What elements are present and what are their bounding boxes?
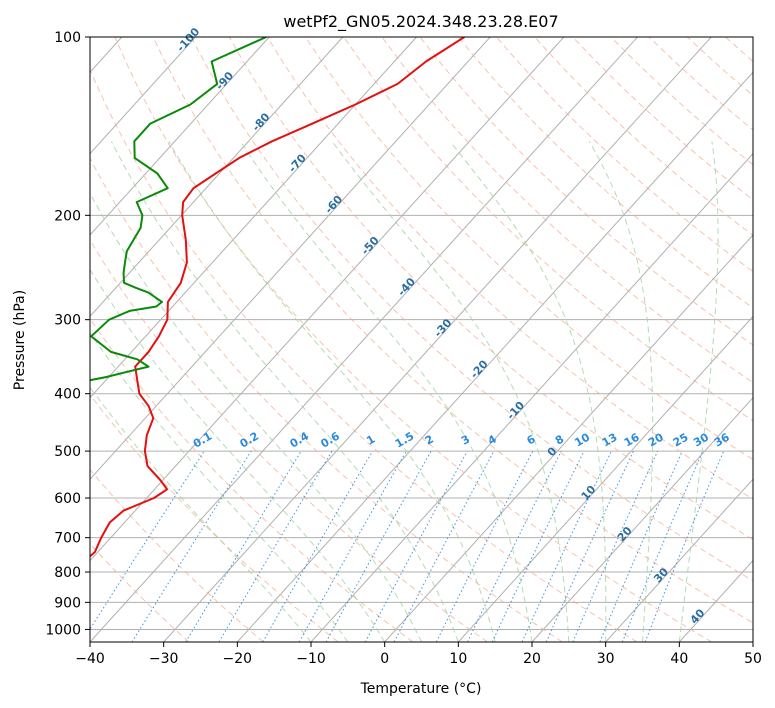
y-tick-label: 500 bbox=[54, 444, 81, 460]
isotherm-gridline bbox=[605, 478, 753, 642]
isotherm-gridline bbox=[90, 37, 417, 399]
isotherm-gridline bbox=[90, 37, 638, 642]
x-tick-label: 50 bbox=[744, 651, 762, 667]
moist-adiabat bbox=[240, 141, 533, 642]
chart-title: wetPf2_GN05.2024.348.23.28.E07 bbox=[283, 12, 558, 32]
mixing-ratio-line bbox=[185, 450, 302, 642]
y-tick-label: 600 bbox=[54, 491, 81, 507]
isotherm-gridline bbox=[90, 37, 344, 318]
x-tick-label: 40 bbox=[670, 651, 688, 667]
dry-adiabat bbox=[267, 37, 753, 500]
isotherm-gridline bbox=[90, 37, 491, 480]
mixing-ratio-line bbox=[467, 450, 562, 642]
dry-adiabat bbox=[90, 239, 488, 642]
dry-adiabat bbox=[228, 37, 753, 541]
mixing-ratio-line bbox=[364, 450, 468, 642]
x-tick-label: 10 bbox=[449, 651, 467, 667]
y-tick-label: 800 bbox=[54, 565, 81, 581]
y-tick-label: 1000 bbox=[45, 622, 81, 638]
y-tick-label: 700 bbox=[54, 531, 81, 547]
mixing-ratio-line bbox=[435, 450, 534, 642]
dewpoint-profile bbox=[90, 37, 267, 382]
background-lines bbox=[90, 37, 753, 642]
temperature-profile bbox=[90, 37, 465, 558]
x-tick-label: −10 bbox=[296, 651, 326, 667]
isotherm-gridline bbox=[90, 37, 270, 236]
x-tick-label: −20 bbox=[223, 651, 253, 667]
isotherm-gridline bbox=[457, 315, 753, 642]
dry-adiabat bbox=[152, 37, 753, 624]
x-tick-label: 20 bbox=[523, 651, 541, 667]
isotherm-gridline bbox=[384, 234, 753, 642]
isotherm-gridline bbox=[531, 397, 753, 642]
moist-adiabat bbox=[588, 141, 654, 642]
mixing-ratio-line bbox=[572, 450, 659, 642]
dry-adiabat bbox=[190, 37, 753, 582]
y-axis-title: Pressure (hPa) bbox=[12, 290, 28, 390]
mixing-ratio-line bbox=[644, 450, 725, 642]
moist-adiabat bbox=[90, 386, 312, 642]
x-tick-label: −40 bbox=[75, 651, 105, 667]
isotherm-gridline bbox=[236, 71, 753, 642]
isotherm-gridline bbox=[90, 37, 196, 155]
y-tick-label: 200 bbox=[54, 208, 81, 224]
mixing-ratio-line bbox=[325, 450, 432, 642]
profiles bbox=[90, 37, 465, 558]
moist-adiabat bbox=[168, 141, 496, 642]
mixing-ratio-line bbox=[599, 450, 683, 642]
y-tick-label: 300 bbox=[54, 313, 81, 329]
isotherm-gridline bbox=[163, 37, 712, 642]
isotherm-gridline bbox=[310, 152, 753, 642]
mixing-ratio-line bbox=[90, 450, 205, 631]
mixing-ratio-line bbox=[621, 450, 704, 642]
x-axis: −40 −30 −20 −10 0 10 20 30 40 50 bbox=[75, 642, 762, 667]
dry-adiabat bbox=[90, 393, 339, 642]
isotherm-gridline bbox=[90, 37, 565, 562]
mixing-ratio-line bbox=[298, 450, 407, 642]
dry-adiabat bbox=[457, 37, 753, 309]
moist-adiabat bbox=[90, 192, 422, 642]
moist-adiabat bbox=[90, 268, 386, 642]
y-tick-label: 900 bbox=[54, 595, 81, 611]
dry-adiabat bbox=[114, 37, 712, 642]
y-tick-label: 400 bbox=[54, 387, 81, 403]
moist-adiabat bbox=[449, 140, 607, 642]
x-axis-title: Temperature (°C) bbox=[360, 681, 482, 697]
moist-adiabat bbox=[678, 141, 719, 642]
y-tick-label: 100 bbox=[54, 30, 81, 46]
dry-adiabat bbox=[90, 156, 563, 642]
x-tick-label: −30 bbox=[149, 651, 179, 667]
plot-frame bbox=[89, 36, 754, 643]
dry-adiabat bbox=[90, 468, 264, 642]
moist-adiabat bbox=[331, 141, 570, 642]
x-tick-label: 30 bbox=[597, 651, 615, 667]
dry-adiabat bbox=[90, 542, 190, 642]
y-axis: 100 200 300 400 500 600 700 800 900 1000 bbox=[45, 30, 90, 638]
x-tick-label: 0 bbox=[380, 651, 389, 667]
